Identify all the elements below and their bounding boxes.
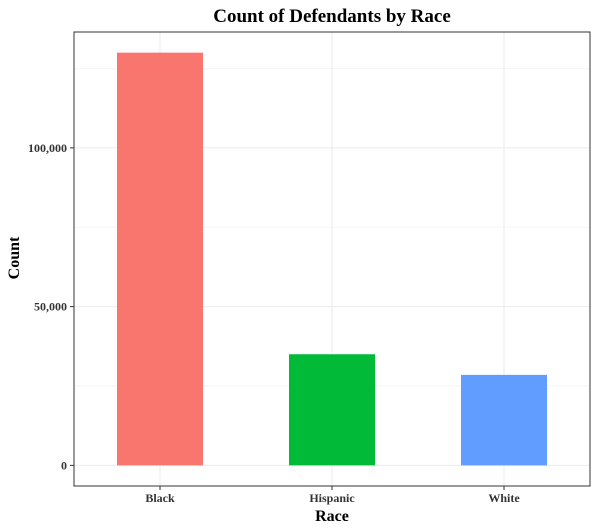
bars — [117, 52, 547, 466]
y-axis: 0 50,000 100,000 — [28, 141, 74, 472]
y-tick-label: 50,000 — [34, 300, 67, 314]
x-tick-label: White — [488, 491, 520, 505]
chart-title: Count of Defendants by Race — [213, 6, 451, 27]
bar-black — [117, 52, 203, 466]
y-axis-title: Count — [6, 236, 23, 279]
bar-white — [461, 374, 547, 466]
x-tick-label: Hispanic — [309, 491, 355, 505]
y-tick-label: 0 — [61, 458, 67, 472]
y-tick-label: 100,000 — [28, 141, 67, 155]
x-axis-title: Race — [315, 508, 349, 525]
x-tick-label: Black — [145, 491, 175, 505]
x-axis: Black Hispanic White — [145, 486, 520, 505]
bar-hispanic — [289, 354, 375, 466]
